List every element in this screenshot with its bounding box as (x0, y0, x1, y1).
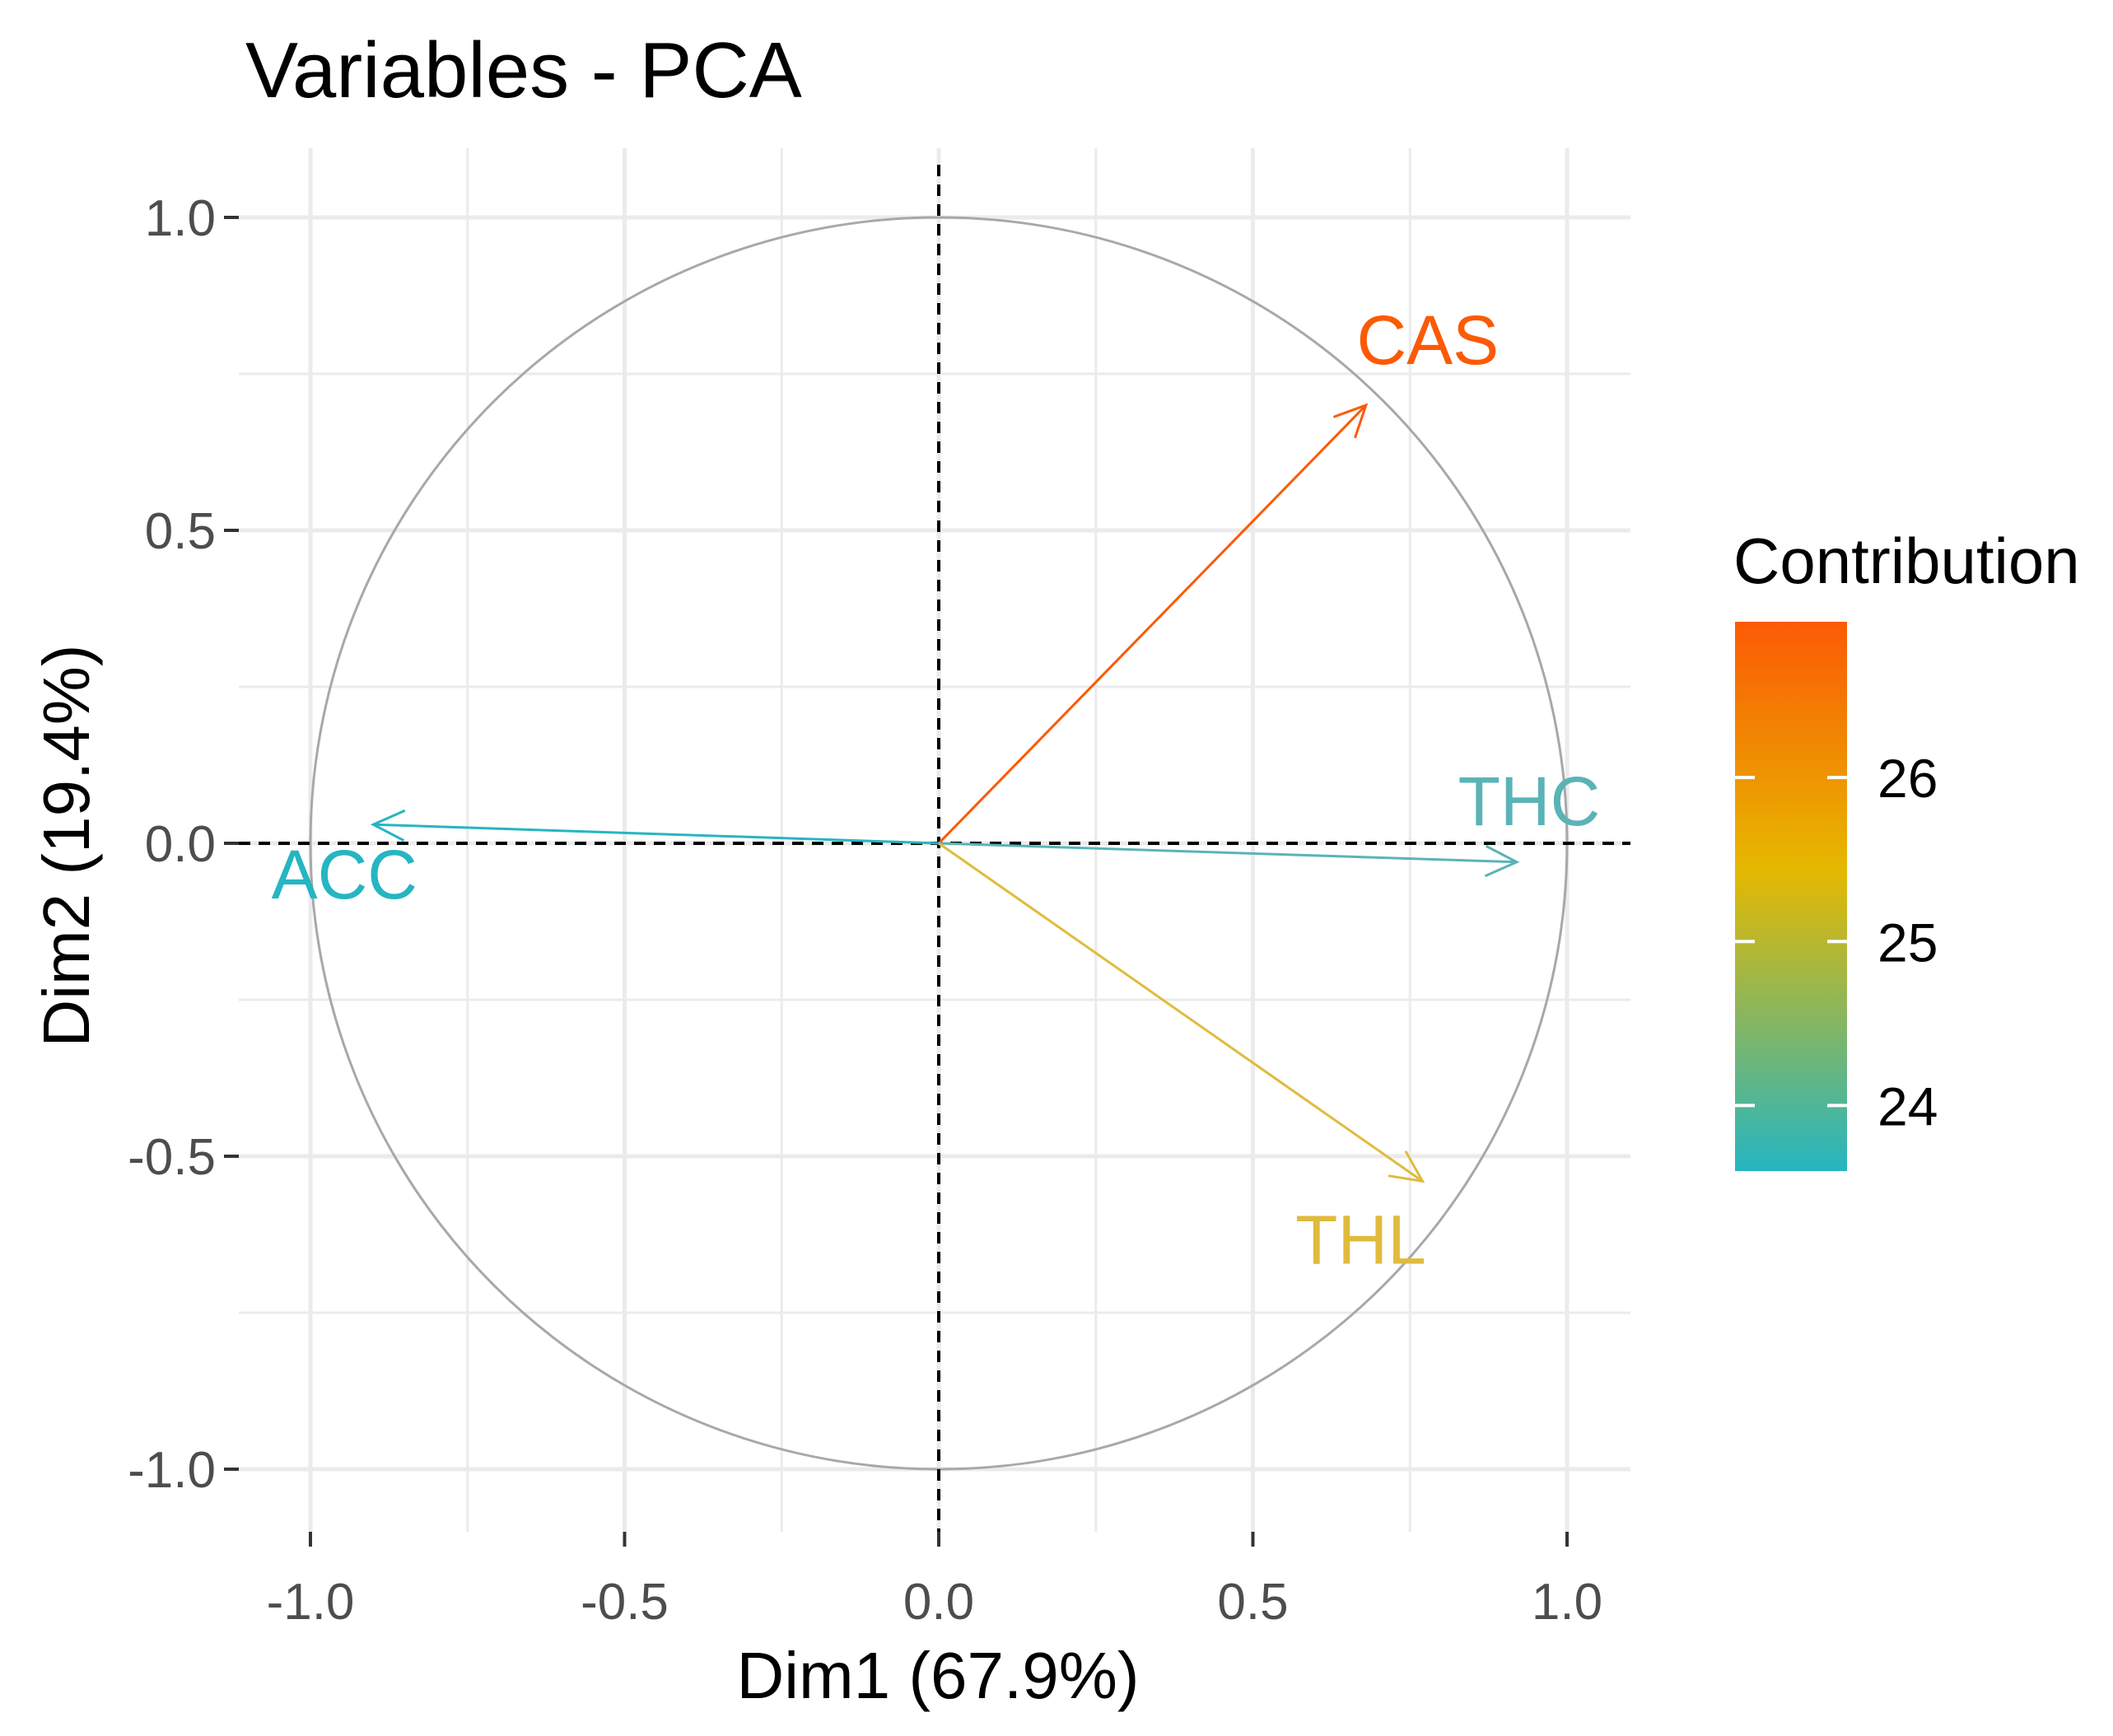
legend: Contribution 24 25 26 (1733, 525, 2080, 1171)
y-tick-label: 0.5 (145, 503, 216, 560)
variable-label-acc: ACC (272, 836, 417, 913)
x-axis: -1.0 -0.5 0.0 0.5 1.0 (267, 1532, 1602, 1631)
arrowhead-acc (370, 809, 406, 842)
variable-arrows (370, 403, 1520, 1183)
grid-minor (239, 148, 1630, 1532)
arrow-cas (937, 404, 1367, 845)
arrow-acc (373, 823, 940, 845)
arrowhead-thc (1484, 845, 1520, 878)
chart-title: Variables - PCA (245, 26, 802, 114)
x-tick-label: 0.0 (903, 1574, 974, 1631)
x-axis-label: Dim1 (67.9%) (736, 1639, 1139, 1712)
y-tick-label: 1.0 (145, 190, 216, 247)
legend-tick-label: 25 (1877, 912, 1938, 973)
legend-tick-label: 24 (1877, 1076, 1938, 1136)
y-tick-label: -0.5 (128, 1129, 216, 1186)
y-axis: -1.0 -0.5 0.0 0.5 1.0 (128, 190, 239, 1499)
arrowhead-thl (1388, 1150, 1425, 1183)
y-axis-label: Dim2 (19.4%) (30, 644, 103, 1047)
legend-title: Contribution (1733, 525, 2080, 597)
arrow-thl (938, 842, 1424, 1183)
legend-tick-label: 26 (1877, 748, 1938, 809)
y-tick-label: -1.0 (128, 1442, 216, 1499)
variable-label-cas: CAS (1356, 301, 1499, 379)
legend-colorbar (1735, 622, 1847, 1171)
x-tick-label: 1.0 (1532, 1574, 1602, 1631)
variable-label-thl: THL (1295, 1201, 1426, 1278)
legend-ticks: 24 25 26 (1735, 748, 1938, 1136)
x-tick-label: 0.5 (1217, 1574, 1288, 1631)
variable-label-thc: THC (1458, 763, 1601, 840)
variable-labels: CAS THC ACC THL (272, 301, 1601, 1278)
x-tick-label: -0.5 (581, 1574, 669, 1631)
arrow-thc (938, 842, 1518, 864)
x-tick-label: -1.0 (267, 1574, 355, 1631)
y-tick-label: 0.0 (145, 816, 216, 873)
arrowhead-cas (1332, 403, 1369, 439)
